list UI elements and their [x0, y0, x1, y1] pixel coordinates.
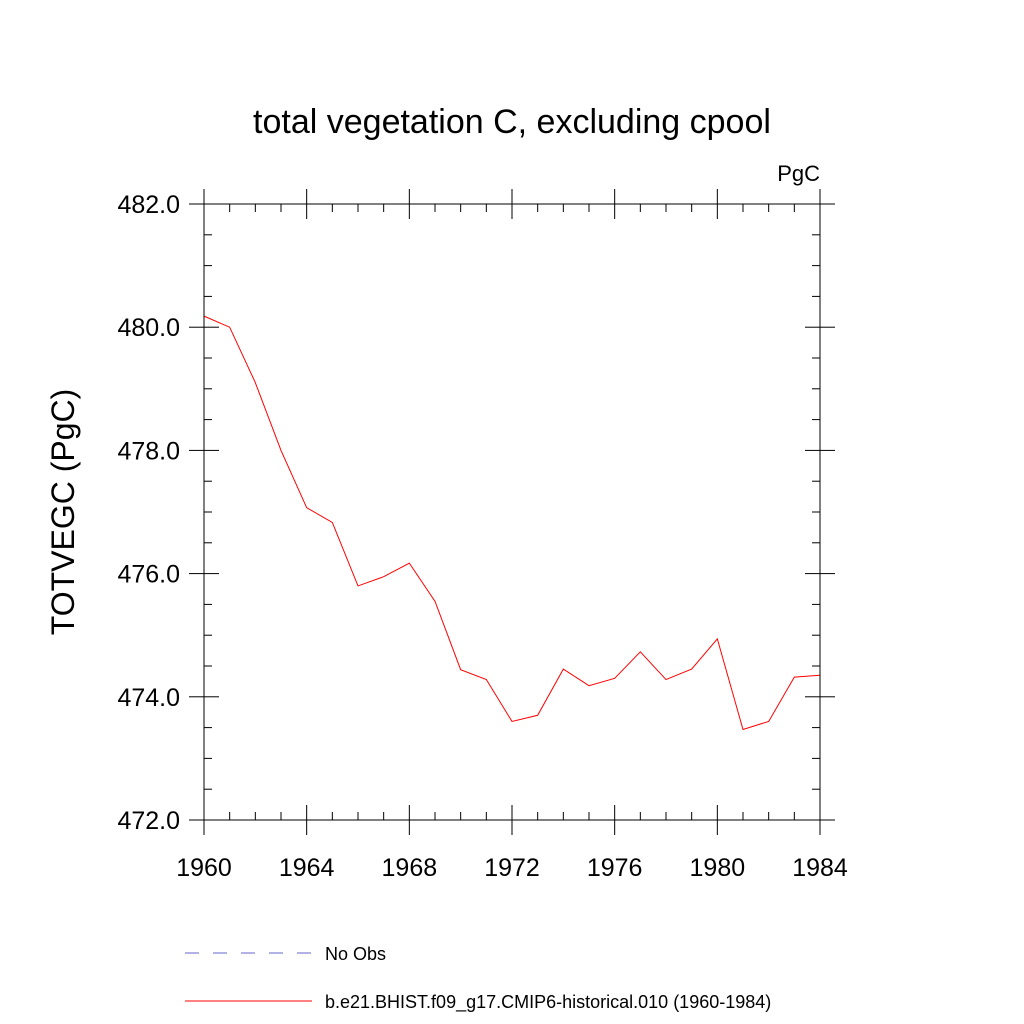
legend-label: No Obs — [325, 944, 386, 964]
y-tick-label: 482.0 — [117, 191, 180, 219]
y-tick-label: 478.0 — [117, 437, 180, 465]
series-line — [203, 315, 821, 731]
y-tick-label: 476.0 — [117, 561, 180, 589]
axis-ticks — [189, 189, 835, 835]
y-tick-label: 472.0 — [117, 807, 180, 835]
x-tick-label: 1964 — [279, 854, 335, 882]
chart-title: total vegetation C, excluding cpool — [253, 103, 771, 141]
x-tick-label: 1968 — [382, 854, 438, 882]
y-tick-label: 480.0 — [117, 314, 180, 342]
x-tick-label: 1984 — [792, 854, 848, 882]
x-tick-label: 1960 — [176, 854, 232, 882]
y-tick-labels: 472.0 474.0 476.0 478.0 480.0 482.0 — [117, 191, 180, 835]
y-axis-label: TOTVEGC (PgC) — [45, 389, 81, 636]
y-tick-label: 474.0 — [117, 684, 180, 712]
legend-label: b.e21.BHIST.f09_g17.CMIP6-historical.010… — [325, 992, 771, 1013]
units-label: PgC — [777, 161, 820, 186]
series-layer — [203, 315, 821, 731]
x-tick-label: 1980 — [690, 854, 746, 882]
legend: No Obs b.e21.BHIST.f09_g17.CMIP6-historic… — [185, 944, 771, 1013]
x-tick-label: 1976 — [587, 854, 643, 882]
x-tick-label: 1972 — [484, 854, 540, 882]
plot-frame — [203, 203, 821, 821]
x-tick-labels: 1960 1964 1968 1972 1976 1980 1984 — [176, 854, 848, 882]
